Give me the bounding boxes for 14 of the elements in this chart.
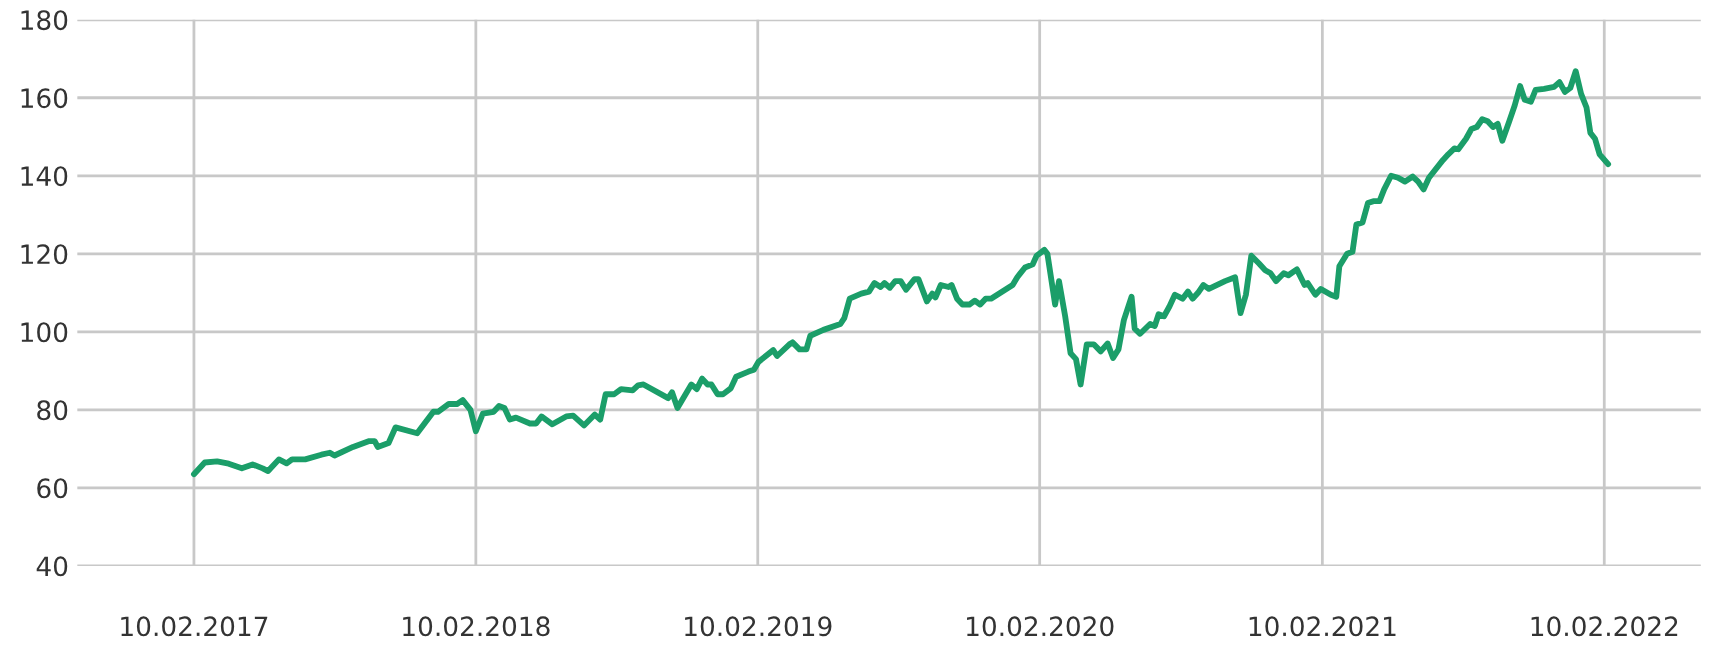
- y-tick-label: 80: [37, 400, 68, 421]
- y-tick-label: 180: [21, 10, 68, 31]
- x-tick-label: 10.02.2018: [403, 616, 550, 637]
- y-tick-label: 40: [36, 556, 68, 577]
- y-tick-label: 140: [21, 166, 68, 187]
- y-tick-label: 160: [21, 88, 68, 109]
- x-tick-label: 10.02.2021: [1249, 616, 1396, 637]
- y-tick-label: 100: [21, 322, 68, 343]
- x-tick-label: 10.02.2019: [685, 616, 832, 637]
- x-tick-label: 10.02.2020: [967, 616, 1114, 637]
- x-tick-label: 10.02.2017: [121, 616, 268, 637]
- y-tick-label: 120: [21, 244, 68, 265]
- y-tick-label: 60: [37, 478, 68, 499]
- x-tick-label: 10.02.2022: [1531, 616, 1678, 637]
